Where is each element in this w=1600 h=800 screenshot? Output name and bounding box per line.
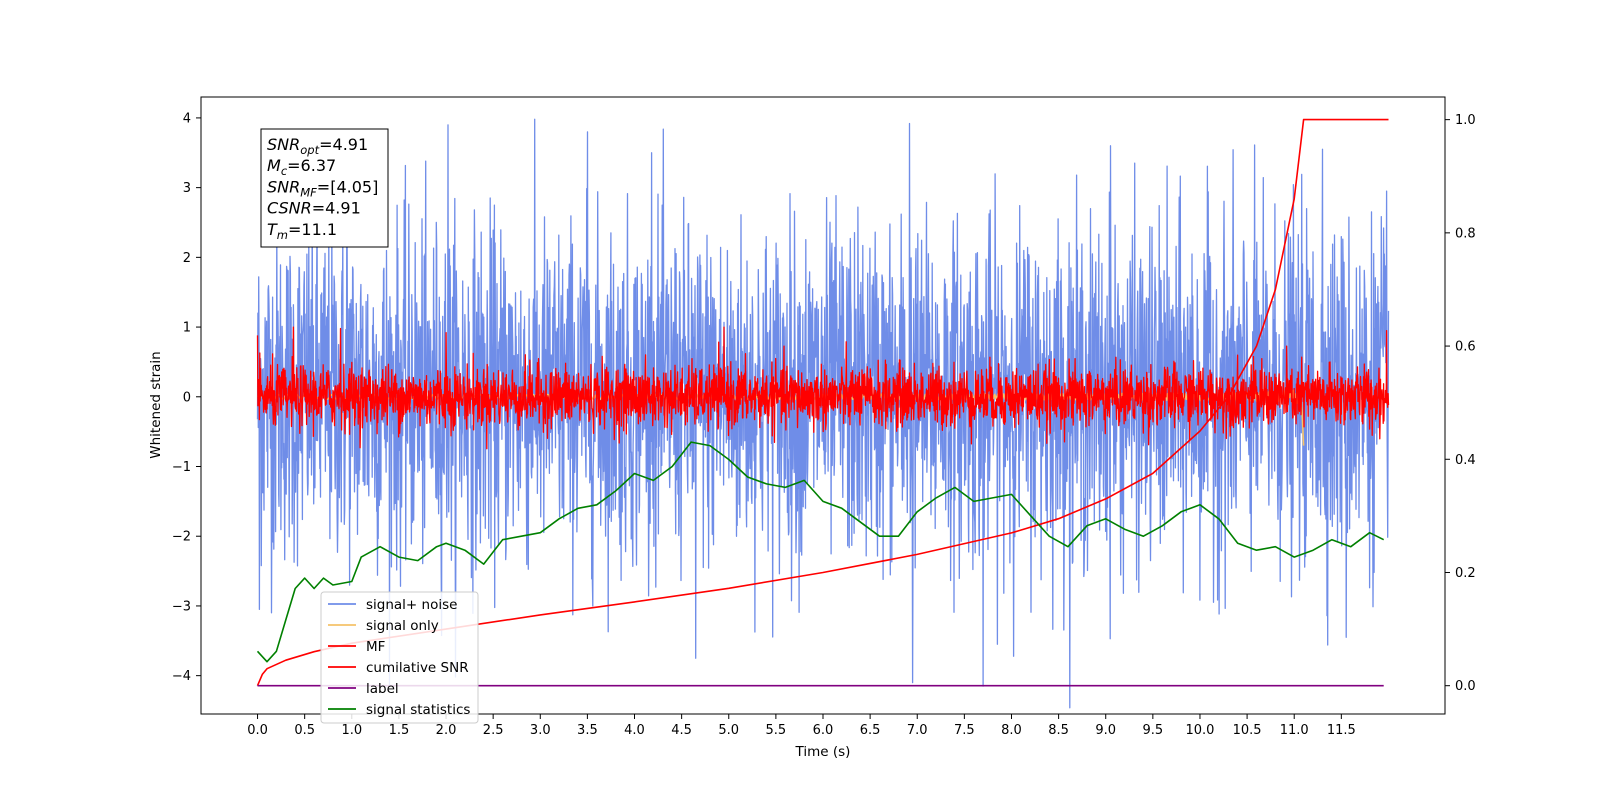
x-tick-label: 3.0 [530, 723, 551, 738]
y2-tick-label: 0.4 [1455, 453, 1476, 468]
x-tick-label: 7.5 [954, 723, 975, 738]
series-mf [256, 326, 1390, 450]
x-tick-label: 0.5 [294, 723, 315, 738]
y-tick-label: −2 [172, 530, 191, 545]
x-axis-label: Time (s) [795, 744, 851, 760]
y-tick-label: 3 [183, 181, 191, 196]
x-tick-label: 9.0 [1095, 723, 1116, 738]
series-signal-statistics [256, 441, 1385, 663]
axes-layer: 0.0 0.5 1.0 1.5 2.0 2.5 3.0 3.5 4.0 4.5 5.0 5.5 6.0 6… [172, 111, 1476, 738]
legend-label-cumilative-snr: cumilative SNR [366, 660, 469, 676]
x-tick-label: 6.0 [813, 723, 834, 738]
x-tick-label: 5.0 [718, 723, 739, 738]
y-tick-label: 2 [183, 251, 191, 266]
y2-tick-label: 0.0 [1455, 679, 1476, 694]
info-box-frame [260, 128, 389, 248]
y-tick-label: 0 [183, 390, 191, 405]
series-layer [256, 118, 1390, 709]
series-cumilative-snr [256, 118, 1389, 687]
x-tick-label: 3.5 [577, 723, 598, 738]
x-tick-label: 4.5 [671, 723, 692, 738]
legend[interactable]: signal+ noise signal only MF cumilative SNR… [320, 591, 479, 724]
x-tick-label: 11.0 [1280, 723, 1309, 738]
y-tick-label: 1 [183, 321, 191, 336]
x-tick-label: 8.5 [1048, 723, 1069, 738]
info-line: Tm=11.1 [267, 220, 337, 242]
legend-label-signal-noise: signal+ noise [366, 597, 457, 613]
x-tick-label: 10.0 [1185, 723, 1214, 738]
legend-label-signal-statistics: signal statistics [366, 702, 470, 718]
info-line: SNRopt=4.91 [267, 135, 368, 157]
x-tick-label: 5.5 [766, 723, 787, 738]
x-tick-label: 4.0 [624, 723, 645, 738]
x-tick-label: 2.5 [483, 723, 504, 738]
y-tick-label: −1 [172, 460, 191, 475]
x-tick-label: 8.0 [1001, 723, 1022, 738]
y-tick-label: 4 [183, 111, 191, 126]
x-tick-label: 0.0 [247, 723, 268, 738]
x-tick-label: 2.0 [436, 723, 457, 738]
x-tick-label: 10.5 [1233, 723, 1262, 738]
info-line: Mc=6.37 [267, 156, 336, 178]
info-line: CSNR=4.91 [267, 199, 361, 218]
x-tick-label: 11.5 [1327, 723, 1356, 738]
y2-tick-label: 0.2 [1455, 566, 1476, 581]
legend-frame [320, 591, 479, 724]
x-tick-label: 7.0 [907, 723, 928, 738]
x-tick-label: 1.5 [389, 723, 410, 738]
legend-label-signal-only: signal only [366, 618, 439, 634]
legend-label-mf: MF [366, 639, 385, 655]
info-line: SNRMF=[4.05] [267, 177, 378, 199]
y-tick-label: −3 [172, 599, 191, 614]
x-tick-label: 6.5 [860, 723, 881, 738]
x-tick-label: 1.0 [341, 723, 362, 738]
y2-tick-label: 0.6 [1455, 340, 1476, 355]
x-tick-label: 9.5 [1143, 723, 1164, 738]
y2-tick-label: 1.0 [1455, 113, 1476, 128]
y2-tick-label: 0.8 [1455, 226, 1476, 241]
y-axis-label: Whitened strain [148, 351, 164, 458]
y-tick-label: −4 [172, 669, 191, 684]
legend-label-label: label [366, 681, 399, 697]
